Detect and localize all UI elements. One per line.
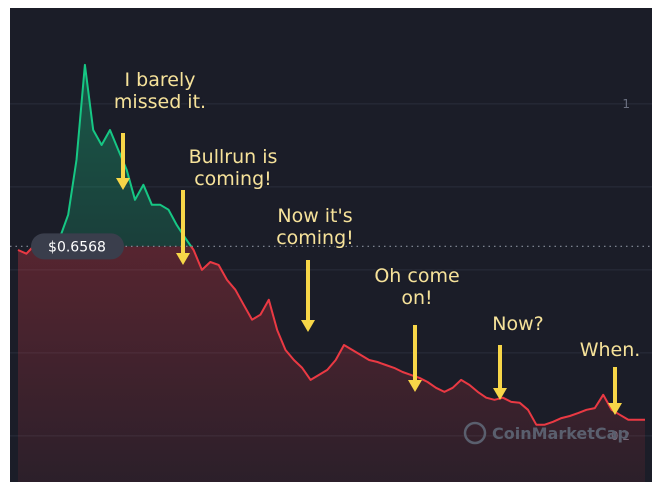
annotation: missed it. xyxy=(114,91,206,113)
annotation: Now it's xyxy=(277,205,352,227)
watermark-logo xyxy=(463,421,487,445)
baseline-pill xyxy=(31,233,124,260)
baseline-label: $0.6568 xyxy=(48,239,106,255)
arrow-head xyxy=(408,380,422,392)
arrow-head xyxy=(116,178,130,190)
annotation: coming! xyxy=(194,168,272,190)
annotation: I barely xyxy=(125,69,196,91)
watermark: CoinMarketCap xyxy=(492,424,629,443)
annotation: Now? xyxy=(492,313,543,335)
arrow-head xyxy=(493,388,507,400)
arrow-head xyxy=(301,320,315,332)
annotation: Oh come xyxy=(374,265,459,287)
area-up xyxy=(18,64,645,247)
arrow-head xyxy=(176,253,190,265)
y-tick-label: 1 xyxy=(622,97,630,111)
annotation: Bullrun is xyxy=(189,146,278,168)
annotation: on! xyxy=(401,287,432,309)
arrow-head xyxy=(608,403,622,415)
area-down xyxy=(18,246,645,482)
annotation: When. xyxy=(580,339,641,361)
annotation: coming! xyxy=(276,227,354,249)
